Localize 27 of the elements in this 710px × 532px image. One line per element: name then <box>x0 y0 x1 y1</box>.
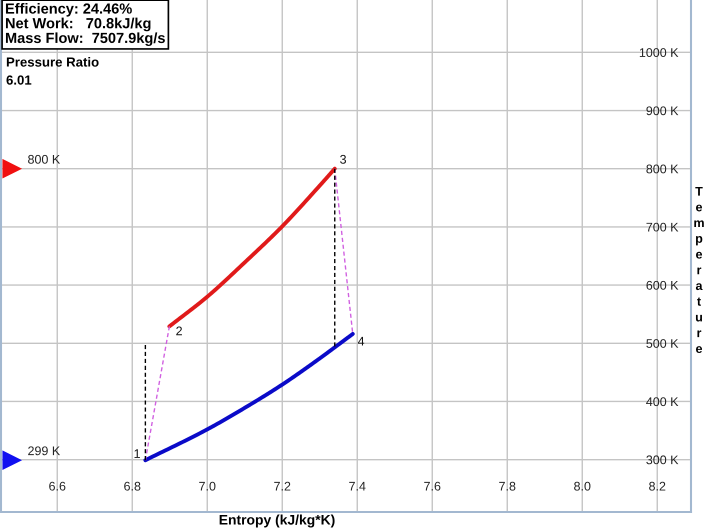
annotation: 1 <box>134 449 140 458</box>
y-tick-label: 800 K <box>646 164 678 174</box>
text: Temperature <box>694 186 704 353</box>
y-tick-label: 400 K <box>646 397 678 406</box>
x-tick-label: 6.6 <box>49 482 66 491</box>
x-tick-label: 7.2 <box>274 482 290 491</box>
annotation: 2 <box>176 326 182 336</box>
y-tick-label: 900 K <box>646 106 678 116</box>
x-tick-label: 7.0 <box>199 482 216 491</box>
x-tick-label: 7.6 <box>424 482 440 491</box>
y-tick-label: 1000 K <box>640 48 678 58</box>
annotation: Efficiency: 24.46% Net Work: 70.8kJ/kg Mass Flow: 7507.9kg/s <box>6 3 165 46</box>
data-label: 800 K <box>28 154 60 164</box>
data-label: 299 K <box>28 446 60 456</box>
annotation: Pressure Ratio 6.01 <box>6 57 99 85</box>
x-tick-label: 8.2 <box>649 482 666 491</box>
x-tick-label: 6.8 <box>124 482 140 491</box>
annotation: 3 <box>340 154 346 164</box>
y-tick-label: 600 K <box>646 280 678 290</box>
y-tick-label: 300 K <box>646 455 678 464</box>
x-axis-title: Entropy (kJ/kg*K) <box>220 514 335 528</box>
y-tick-label: 700 K <box>646 222 678 232</box>
y-tick-label: 500 K <box>646 339 678 348</box>
x-tick-label: 8.0 <box>574 482 590 491</box>
x-tick-label: 7.8 <box>499 482 516 491</box>
annotation: 4 <box>358 336 364 346</box>
x-tick-label: 7.4 <box>349 482 366 491</box>
